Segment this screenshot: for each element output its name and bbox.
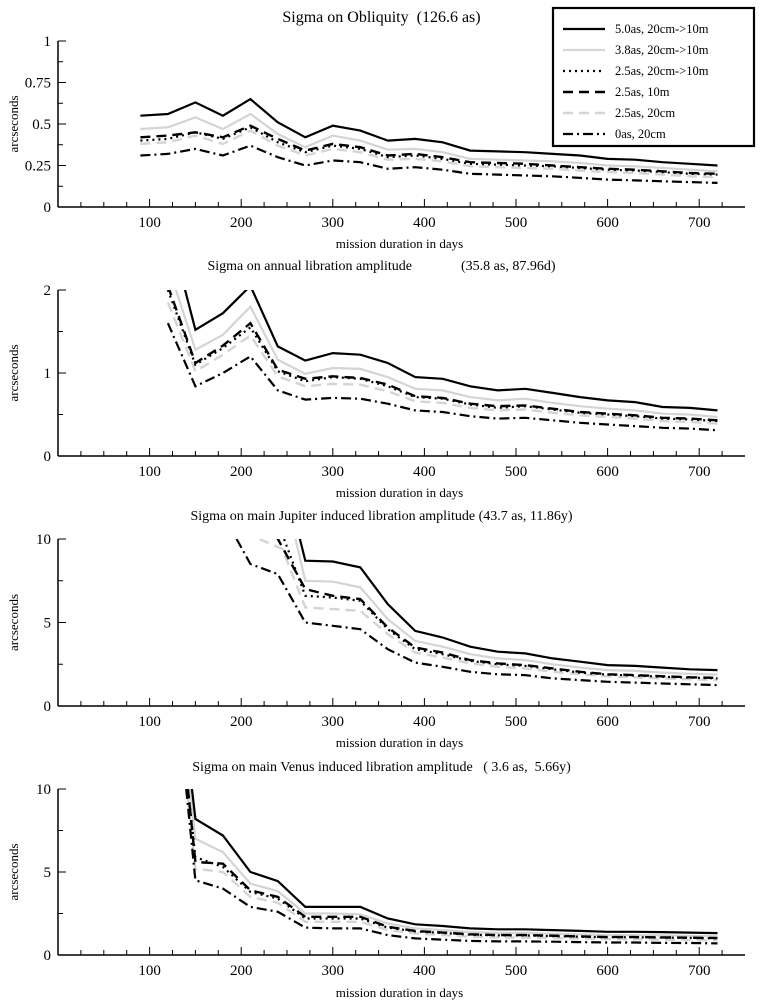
series-line-2-5as-20cm <box>259 539 718 682</box>
x-tick-label: 500 <box>505 963 528 979</box>
y-axis-label: arcseconds <box>6 95 21 152</box>
chart-panel-2: 100 200 300 400 500 600 700 0 1 2 Sigma on annual … <box>6 259 745 500</box>
x-tick-label: 300 <box>322 215 345 231</box>
y-axis-label: arcseconds <box>6 344 21 401</box>
y-tick-label: 1 <box>44 34 52 50</box>
chart-title: Sigma on Obliquity (126.6 as) <box>282 9 480 26</box>
x-tick-label: 700 <box>688 215 711 231</box>
series-group <box>185 789 718 945</box>
y-tick-label: 0 <box>44 699 52 715</box>
series-line-5-0as-20cm-10m <box>298 539 718 672</box>
series-group <box>235 539 718 687</box>
x-tick-label: 100 <box>138 464 161 480</box>
y-tick-label: 10 <box>36 532 51 548</box>
y-axis-label: arcseconds <box>6 843 21 900</box>
x-axis-label: mission duration in days <box>336 236 463 251</box>
x-tick-label: 700 <box>688 963 711 979</box>
chart-panel-4: 100 200 300 400 500 600 700 0 5 10 Sigma on main V… <box>6 760 745 1000</box>
series-line-3-8as-20cm-10m <box>294 539 718 676</box>
y-tick-label: 0.25 <box>25 159 51 175</box>
y-tick-label: 0.5 <box>32 117 51 133</box>
x-tick-label: 100 <box>138 714 161 730</box>
series-line-3-8as-20cm-10m <box>188 789 718 938</box>
series-line-0as-20cm <box>140 144 718 184</box>
chart-title: Sigma on main Venus induced libration am… <box>192 760 571 775</box>
x-tick-label: 700 <box>688 464 711 480</box>
x-tick-label: 600 <box>596 714 619 730</box>
x-tick-label: 400 <box>413 215 436 231</box>
series-line-3-8as-20cm-10m <box>140 112 718 173</box>
legend-label: 2.5as, 20cm->10m <box>615 64 709 78</box>
series-line-2-5as-20cm <box>140 129 718 179</box>
y-tick-label: 5 <box>44 616 52 632</box>
series-line-5-0as-20cm-10m <box>140 97 718 167</box>
series-line-2-5as-20cm-10m <box>140 126 718 176</box>
x-tick-label: 200 <box>230 464 253 480</box>
x-tick-label: 600 <box>596 963 619 979</box>
series-line-2-5as-20cm <box>166 301 718 425</box>
chart-title: Sigma on main Jupiter induced libration … <box>190 509 572 524</box>
x-tick-label: 500 <box>505 215 528 231</box>
series-line-5-0as-20cm-10m <box>190 789 718 935</box>
y-tick-label: 0 <box>44 449 52 465</box>
y-axis-label: arcseconds <box>6 594 21 651</box>
series-line-3-8as-20cm-10m <box>174 290 718 419</box>
x-tick-label: 300 <box>322 464 345 480</box>
x-tick-label: 300 <box>322 714 345 730</box>
x-tick-label: 600 <box>596 215 619 231</box>
x-tick-label: 500 <box>505 714 528 730</box>
y-tick-label: 0.75 <box>25 76 51 92</box>
y-tick-label: 0 <box>44 200 52 216</box>
y-tick-label: 1 <box>44 366 52 382</box>
legend: 5.0as, 20cm->10m 3.8as, 20cm->10m 2.5as, 2… <box>551 6 756 148</box>
x-tick-label: 400 <box>413 464 436 480</box>
series-line-2-5as-10m <box>168 290 718 422</box>
x-tick-label: 200 <box>230 963 253 979</box>
series-line-2-5as-20cm-10m <box>166 290 718 423</box>
y-tick-label: 10 <box>36 782 51 798</box>
legend-label: 2.5as, 10m <box>615 85 670 99</box>
x-tick-label: 300 <box>322 963 345 979</box>
chart-title: Sigma on annual libration amplitude (35.… <box>207 259 555 274</box>
x-tick-label: 500 <box>505 464 528 480</box>
y-tick-label: 5 <box>44 865 52 881</box>
x-tick-label: 100 <box>138 215 161 231</box>
series-line-2-5as-10m <box>140 124 718 175</box>
series-line-2-5as-20cm-10m <box>282 539 718 680</box>
legend-label: 0as, 20cm <box>615 127 666 141</box>
series-group <box>166 290 718 432</box>
x-tick-label: 400 <box>413 963 436 979</box>
x-axis-label: mission duration in days <box>336 985 463 1000</box>
x-tick-label: 600 <box>596 464 619 480</box>
chart-panel-1: 100 200 300 400 500 600 700 0 0.25 0.5 0.75 1 Sigma … <box>6 9 745 251</box>
series-line-0as-20cm <box>185 789 718 945</box>
x-tick-label: 100 <box>138 963 161 979</box>
x-tick-label: 400 <box>413 714 436 730</box>
chart-panel-3: 100 200 300 400 500 600 700 0 5 10 Sigma on main J… <box>6 509 745 750</box>
legend-label: 5.0as, 20cm->10m <box>615 22 709 36</box>
x-tick-label: 200 <box>230 714 253 730</box>
legend-label: 2.5as, 20cm <box>615 106 675 120</box>
series-line-2-5as-20cm-10m <box>186 789 718 940</box>
x-axis-label: mission duration in days <box>336 485 463 500</box>
series-line-0as-20cm <box>166 322 718 432</box>
series-group <box>140 97 718 184</box>
series-line-2-5as-10m <box>186 789 718 940</box>
series-line-5-0as-20cm-10m <box>183 290 718 412</box>
charts-container: 100 200 300 400 500 600 70000.250.50.751Sigma … <box>6 9 745 1000</box>
series-line-2-5as-20cm <box>185 789 718 942</box>
series-line-2-5as-10m <box>276 539 718 680</box>
x-tick-label: 200 <box>230 215 253 231</box>
legend-box <box>551 6 756 148</box>
y-tick-label: 0 <box>44 948 52 964</box>
x-tick-label: 700 <box>688 714 711 730</box>
series-line-0as-20cm <box>235 539 718 687</box>
y-tick-label: 2 <box>44 283 52 299</box>
x-axis-label: mission duration in days <box>336 735 463 750</box>
legend-label: 3.8as, 20cm->10m <box>615 43 709 57</box>
